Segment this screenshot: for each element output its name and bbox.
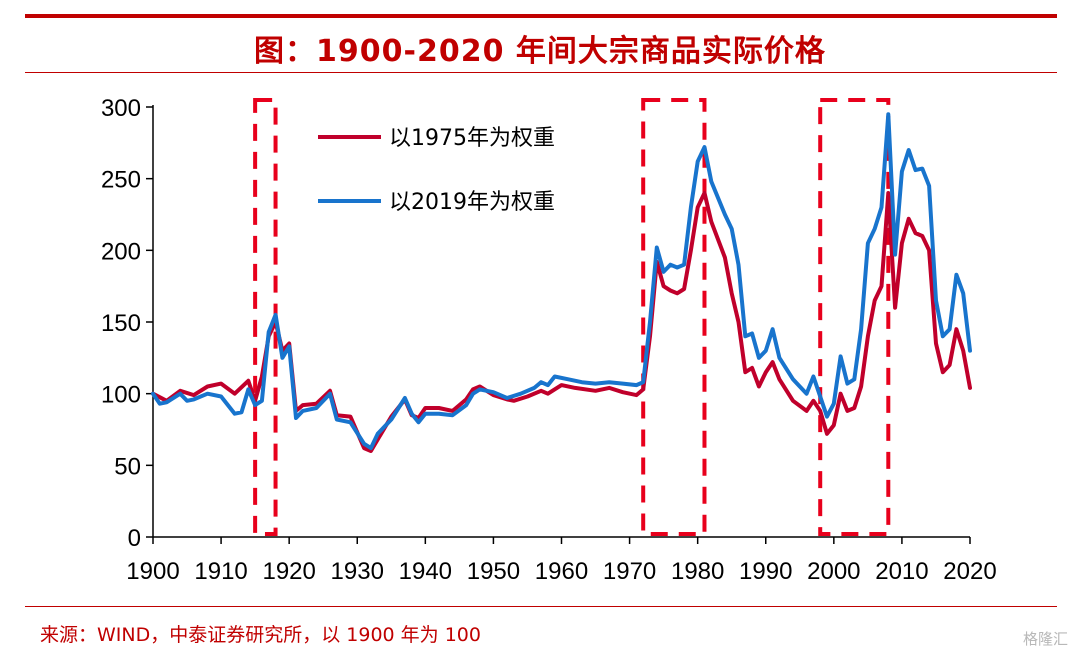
x-tick-label: 1940 xyxy=(399,558,452,585)
highlight-boxes xyxy=(253,98,891,536)
highlight-box-1972-1981 xyxy=(641,98,707,536)
series-line-1 xyxy=(151,191,972,453)
x-tick-label: 2020 xyxy=(943,558,996,585)
watermark: 格隆汇 xyxy=(1022,630,1068,648)
y-tick-label: 150 xyxy=(101,310,141,337)
x-tick-label: 1910 xyxy=(194,558,247,585)
highlight-box-1915-1918 xyxy=(253,98,278,536)
bottom-rule xyxy=(25,606,1057,607)
x-tick-label: 1950 xyxy=(467,558,520,585)
x-tick-label: 1990 xyxy=(739,558,792,585)
source-note: 来源：WIND，中泰证券研究所，以 1900 年为 100 xyxy=(40,624,481,646)
series-line-2 xyxy=(151,112,972,451)
x-tick-label: 1980 xyxy=(671,558,724,585)
y-tick-label: 0 xyxy=(128,525,141,552)
y-tick-label: 100 xyxy=(101,382,141,409)
x-tick-label: 1920 xyxy=(262,558,315,585)
y-tick-label: 300 xyxy=(101,95,141,122)
x-tick-label: 1970 xyxy=(603,558,656,585)
y-tick-label: 50 xyxy=(114,453,141,480)
y-tick-label: 200 xyxy=(101,238,141,265)
x-tick-label: 1900 xyxy=(126,558,179,585)
x-tick-label: 2010 xyxy=(875,558,928,585)
x-tick-label: 2000 xyxy=(807,558,860,585)
title-rule xyxy=(25,72,1057,73)
top-rule xyxy=(25,14,1057,18)
x-tick-label: 1960 xyxy=(535,558,588,585)
highlight-box-1998-2008 xyxy=(818,98,891,536)
legend-label-1: 以1975年为权重 xyxy=(389,126,555,151)
chart-axes: 0 50 100 150 200 250 300 1900 1910 1920 1930 1940 19… xyxy=(101,95,997,585)
y-tick-label: 250 xyxy=(101,167,141,194)
page-title: 图：1900-2020 年间大宗商品实际价格 xyxy=(254,34,826,69)
chart-series xyxy=(151,112,972,453)
legend-label-2: 以2019年为权重 xyxy=(389,190,555,215)
x-tick-label: 1930 xyxy=(331,558,384,585)
